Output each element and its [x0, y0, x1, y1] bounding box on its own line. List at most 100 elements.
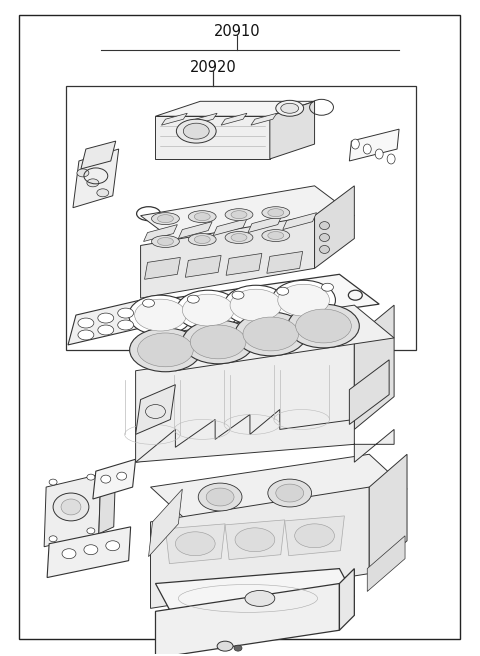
Ellipse shape — [231, 234, 247, 241]
Polygon shape — [156, 101, 314, 116]
Polygon shape — [136, 409, 394, 462]
Polygon shape — [213, 218, 247, 236]
Ellipse shape — [375, 149, 383, 159]
Polygon shape — [68, 298, 148, 345]
Ellipse shape — [262, 230, 290, 241]
Polygon shape — [141, 186, 354, 245]
Ellipse shape — [53, 493, 89, 521]
Ellipse shape — [235, 528, 275, 552]
Polygon shape — [156, 584, 339, 656]
Ellipse shape — [268, 232, 284, 239]
Ellipse shape — [97, 189, 109, 197]
Ellipse shape — [87, 179, 99, 187]
Ellipse shape — [118, 320, 133, 330]
Ellipse shape — [320, 245, 329, 253]
Polygon shape — [283, 213, 316, 230]
Ellipse shape — [320, 234, 329, 241]
Polygon shape — [151, 454, 407, 522]
Polygon shape — [44, 474, 101, 546]
Ellipse shape — [206, 488, 234, 506]
Ellipse shape — [363, 144, 371, 154]
Ellipse shape — [281, 103, 299, 113]
Ellipse shape — [230, 289, 282, 321]
Ellipse shape — [61, 499, 81, 515]
Ellipse shape — [78, 330, 94, 340]
Ellipse shape — [268, 479, 312, 507]
Ellipse shape — [152, 236, 180, 247]
Polygon shape — [270, 101, 314, 159]
Ellipse shape — [98, 313, 114, 323]
Ellipse shape — [130, 328, 201, 372]
Ellipse shape — [262, 207, 290, 218]
Ellipse shape — [157, 237, 173, 245]
Polygon shape — [144, 257, 180, 279]
Polygon shape — [248, 216, 282, 233]
Ellipse shape — [234, 645, 242, 651]
Polygon shape — [349, 359, 389, 424]
Ellipse shape — [129, 295, 192, 335]
Ellipse shape — [175, 532, 215, 556]
Ellipse shape — [152, 213, 180, 224]
Ellipse shape — [235, 312, 307, 356]
Ellipse shape — [176, 119, 216, 143]
Ellipse shape — [276, 484, 304, 502]
Polygon shape — [151, 487, 369, 608]
Ellipse shape — [49, 536, 57, 542]
Ellipse shape — [320, 222, 329, 230]
Ellipse shape — [232, 291, 244, 299]
Ellipse shape — [182, 320, 254, 364]
Ellipse shape — [101, 475, 111, 483]
Ellipse shape — [295, 524, 335, 548]
Ellipse shape — [157, 215, 173, 222]
Ellipse shape — [296, 309, 351, 343]
Ellipse shape — [194, 236, 210, 243]
Ellipse shape — [224, 285, 288, 325]
Ellipse shape — [225, 209, 253, 220]
Ellipse shape — [87, 474, 95, 480]
Polygon shape — [136, 384, 175, 434]
Ellipse shape — [272, 280, 336, 320]
Polygon shape — [156, 569, 354, 611]
Polygon shape — [141, 216, 314, 298]
Ellipse shape — [277, 287, 288, 295]
Ellipse shape — [351, 139, 360, 149]
Text: 20910: 20910 — [214, 24, 260, 39]
Ellipse shape — [87, 528, 95, 534]
Polygon shape — [185, 255, 221, 277]
Ellipse shape — [187, 295, 199, 303]
Polygon shape — [226, 253, 262, 276]
Ellipse shape — [188, 234, 216, 245]
Ellipse shape — [231, 211, 247, 218]
Polygon shape — [369, 454, 407, 573]
Ellipse shape — [387, 154, 395, 164]
Ellipse shape — [268, 209, 284, 216]
Ellipse shape — [245, 590, 275, 606]
Polygon shape — [47, 527, 131, 577]
Polygon shape — [267, 251, 302, 274]
Polygon shape — [166, 524, 225, 564]
Polygon shape — [144, 224, 178, 241]
Ellipse shape — [194, 213, 210, 220]
Ellipse shape — [217, 641, 233, 651]
Ellipse shape — [62, 548, 76, 559]
Ellipse shape — [49, 479, 57, 485]
Polygon shape — [136, 305, 394, 371]
Ellipse shape — [98, 325, 114, 335]
Polygon shape — [93, 459, 136, 499]
Polygon shape — [225, 520, 285, 560]
Ellipse shape — [188, 211, 216, 222]
Ellipse shape — [190, 325, 246, 359]
Polygon shape — [156, 116, 270, 159]
Ellipse shape — [322, 283, 334, 291]
Ellipse shape — [143, 299, 155, 307]
Ellipse shape — [176, 290, 240, 330]
Ellipse shape — [118, 308, 133, 318]
Ellipse shape — [198, 483, 242, 511]
Ellipse shape — [278, 284, 329, 316]
Polygon shape — [192, 113, 217, 125]
Ellipse shape — [182, 294, 234, 326]
Polygon shape — [349, 129, 399, 161]
Polygon shape — [81, 141, 116, 169]
Ellipse shape — [225, 232, 253, 243]
Ellipse shape — [77, 169, 89, 177]
